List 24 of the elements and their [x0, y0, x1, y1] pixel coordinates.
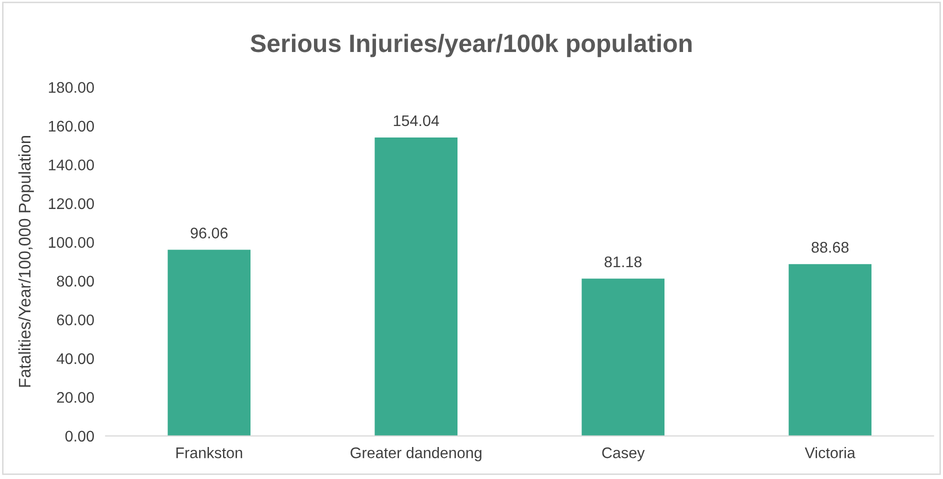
y-tick-label: 100.00	[48, 237, 94, 248]
bar	[374, 137, 458, 436]
x-tick-label: Greater dandenong	[350, 447, 482, 462]
bar	[168, 250, 251, 436]
y-tick-label: 20.00	[57, 392, 94, 403]
y-axis-title: Fatalities/Year/100,000 Population	[18, 136, 34, 387]
bar	[582, 278, 664, 436]
y-tick-label: 180.00	[48, 82, 94, 93]
y-tick-label: 160.00	[48, 120, 94, 132]
y-tick-label: 40.00	[56, 353, 94, 364]
y-tick-label: 0.00	[65, 430, 94, 442]
data-label: 154.04	[394, 115, 440, 126]
y-tick-label: 80.00	[56, 276, 94, 287]
data-label: 88.68	[812, 242, 849, 253]
data-label: 96.06	[190, 228, 228, 238]
x-tick-label: Victoria	[804, 447, 856, 458]
x-tick-label: Frankston	[176, 447, 242, 458]
bar	[788, 264, 872, 436]
y-tick-label: 140.00	[48, 160, 94, 170]
y-tick-label: 120.00	[48, 198, 94, 210]
data-label: 81.18	[604, 256, 642, 268]
y-tick-label: 60.00	[57, 314, 94, 326]
x-tick-label: Casey	[602, 447, 645, 462]
chart-title: Serious Injuries/year/100k population	[250, 34, 692, 58]
